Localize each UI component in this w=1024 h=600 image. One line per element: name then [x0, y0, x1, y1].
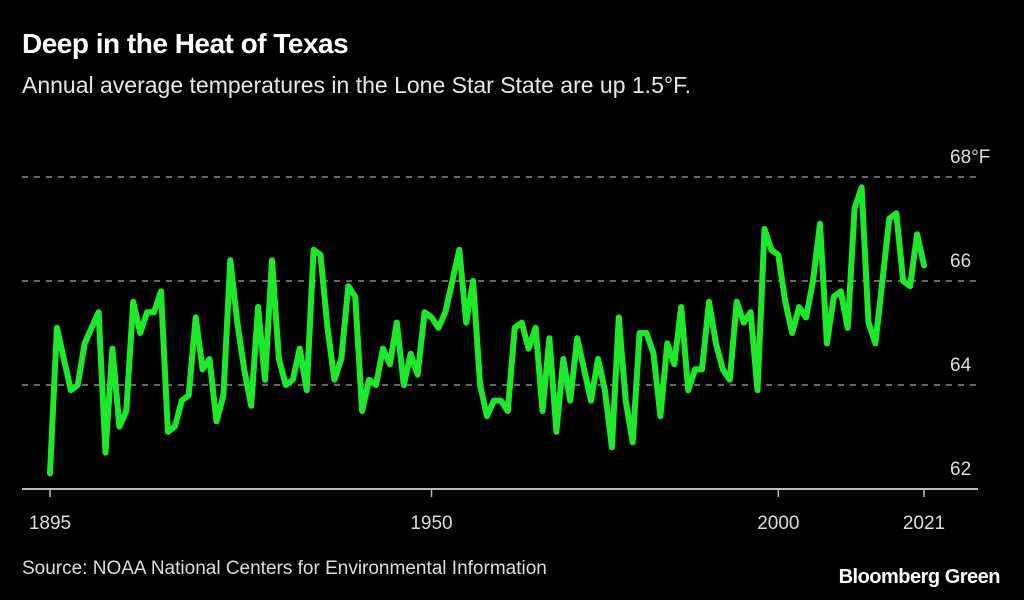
y-tick-label: 66 [950, 251, 971, 272]
brand-logo: Bloomberg Green [838, 566, 1001, 588]
temperature-series-line [47, 184, 927, 477]
y-tick-label: 68°F [950, 147, 990, 168]
source-note: Source: NOAA National Centers for Enviro… [22, 558, 547, 579]
x-tick-label: 1895 [29, 513, 71, 534]
x-tick-label: 2021 [903, 513, 945, 534]
x-tick-label: 2000 [757, 513, 799, 534]
chart-subtitle: Annual average temperatures in the Lone … [22, 72, 691, 98]
y-tick-label: 64 [950, 355, 972, 376]
chart-title: Deep in the Heat of Texas [22, 28, 349, 59]
x-tick-label: 1950 [410, 513, 452, 534]
y-tick-label: 62 [950, 459, 971, 480]
